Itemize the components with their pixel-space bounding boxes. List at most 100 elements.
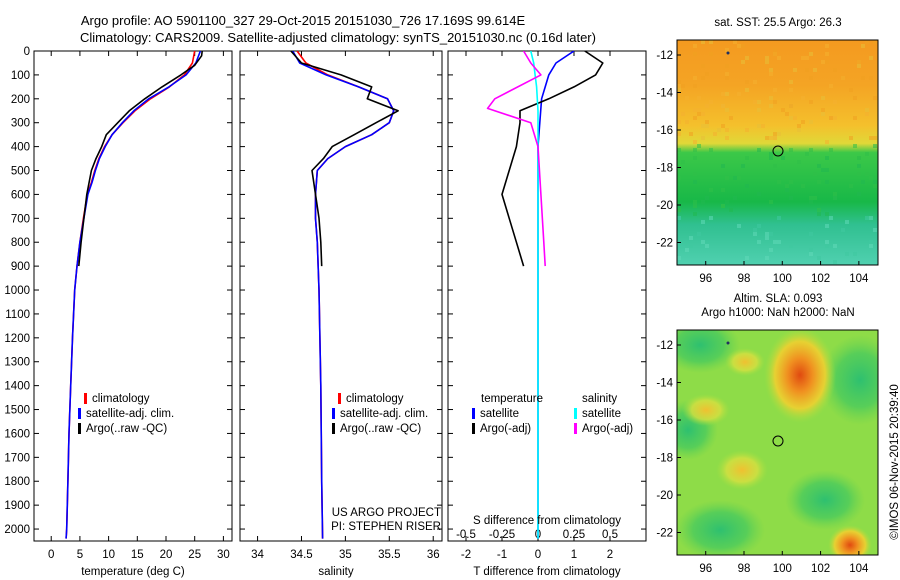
sst-pixel <box>777 132 781 136</box>
sst-pixel <box>677 132 681 136</box>
sst-pixel <box>825 140 829 144</box>
sst-pixel <box>725 176 729 180</box>
sst-pixel <box>693 140 697 144</box>
sst-pixel <box>817 180 821 184</box>
sst-pixel <box>825 224 829 228</box>
sst-pixel <box>841 228 845 232</box>
sst-pixel <box>689 244 693 248</box>
sst-pixel <box>865 152 869 156</box>
sst-pixel <box>809 200 813 204</box>
sst-pixel <box>821 96 825 100</box>
x-tick-label: 0 <box>535 549 541 561</box>
sst-pixel <box>677 208 681 212</box>
sst-pixel <box>713 132 717 136</box>
sst-pixel <box>821 112 825 116</box>
sla-map-title: Altim. SLA: 0.093 <box>734 293 823 305</box>
x-tick-label: -2 <box>461 549 471 561</box>
depth-tick-label: 300 <box>11 118 30 130</box>
sst-pixel <box>801 120 805 124</box>
sst-pixel <box>785 112 789 116</box>
sst-pixel <box>753 80 757 84</box>
sst-pixel <box>769 68 773 72</box>
sst-pixel <box>709 100 713 104</box>
s-tick-label: 0.5 <box>602 529 618 541</box>
series-line <box>65 51 202 539</box>
difference-y-ticks <box>448 50 646 530</box>
pi-note: PI: STEPHEN RISER <box>331 521 441 533</box>
map-x-tick-label: 98 <box>738 563 751 575</box>
sla-blob <box>820 335 878 425</box>
sst-pixel <box>809 248 813 252</box>
sst-pixel <box>765 60 769 64</box>
sst-pixel <box>789 196 793 200</box>
sst-pixel <box>697 232 701 236</box>
sst-pixel <box>697 96 701 100</box>
depth-tick-label: 1300 <box>4 357 30 369</box>
sst-pixel <box>865 172 869 176</box>
depth-tick-label: 900 <box>11 261 30 273</box>
legend-climatology: climatology <box>346 393 404 405</box>
sst-pixel <box>865 40 869 44</box>
sst-pixel <box>845 252 849 256</box>
sst-pixel <box>825 44 829 48</box>
depth-tick-label: 1700 <box>4 452 30 464</box>
depth-tick-label: 2000 <box>4 524 30 536</box>
sst-pixel <box>677 176 681 180</box>
sla-blob <box>682 394 730 426</box>
depth-tick-label: 1000 <box>4 285 30 297</box>
sst-ticks: 96 98 100 102 104 -12 -14 -16 -18 -20 -22 <box>656 50 869 285</box>
sst-pixel <box>697 144 701 148</box>
sst-pixel <box>809 196 813 200</box>
map-y-tick-label: -18 <box>656 453 673 465</box>
footer-text: ©IMOS 06-Nov-2015 20:39:40 <box>889 384 900 540</box>
sst-pixel <box>865 108 869 112</box>
legend-swatch-t-satellite <box>472 408 475 419</box>
x-tick-label: 0 <box>48 549 54 561</box>
sst-pixel <box>729 208 733 212</box>
sst-pixel <box>745 80 749 84</box>
legend-swatch-t-argo <box>472 423 475 434</box>
depth-tick-label: 100 <box>11 70 30 82</box>
sst-pixel <box>745 156 749 160</box>
x-tick-label: 25 <box>188 549 201 561</box>
legend-argo: Argo(..raw -QC) <box>340 423 421 435</box>
sst-pixel <box>745 88 749 92</box>
sla-frame <box>676 329 879 556</box>
x-tick-label: 20 <box>160 549 173 561</box>
x-tick-label: 35.5 <box>378 549 400 561</box>
sst-pixel <box>769 136 773 140</box>
sst-pixel <box>693 204 697 208</box>
sst-pixel <box>817 208 821 212</box>
difference-legend: temperature salinity satellite Argo(-adj… <box>472 393 633 435</box>
sst-pixel <box>701 200 705 204</box>
sst-texture <box>677 40 877 264</box>
sst-pixel <box>709 188 713 192</box>
map-y-tick-label: -22 <box>656 238 673 250</box>
sst-pixel <box>693 200 697 204</box>
sst-pixel <box>733 176 737 180</box>
legend-swatch-satellite <box>332 408 335 419</box>
depth-tick-label: 1800 <box>4 476 30 488</box>
sst-pixel <box>745 184 749 188</box>
sst-pixel <box>701 76 705 80</box>
sst-pixel <box>809 76 813 80</box>
sst-pixel <box>869 76 873 80</box>
sst-pixel <box>857 60 861 64</box>
sst-pixel <box>797 160 801 164</box>
sst-pixel <box>873 40 877 44</box>
sst-pixel <box>721 124 725 128</box>
sst-pixel <box>857 164 861 168</box>
sst-pixel <box>757 224 761 228</box>
sst-pixel <box>821 60 825 64</box>
sst-pixel <box>765 256 769 260</box>
sst-pixel <box>857 156 861 160</box>
legend-satellite-adj: satellite-adj. clim. <box>340 408 428 420</box>
legend-swatch-satellite <box>78 408 81 419</box>
sst-pixel <box>757 108 761 112</box>
depth-tick-label: 500 <box>11 166 30 178</box>
depth-tick-label: 1200 <box>4 333 30 345</box>
sst-pixel <box>829 148 833 152</box>
sst-pixel <box>677 120 681 124</box>
sla-ticks: 96 98 100 102 104 -12 -14 -16 -18 -20 -22 <box>656 340 869 575</box>
sla-map-subtitle: Argo h1000: NaN h2000: NaN <box>701 307 854 319</box>
